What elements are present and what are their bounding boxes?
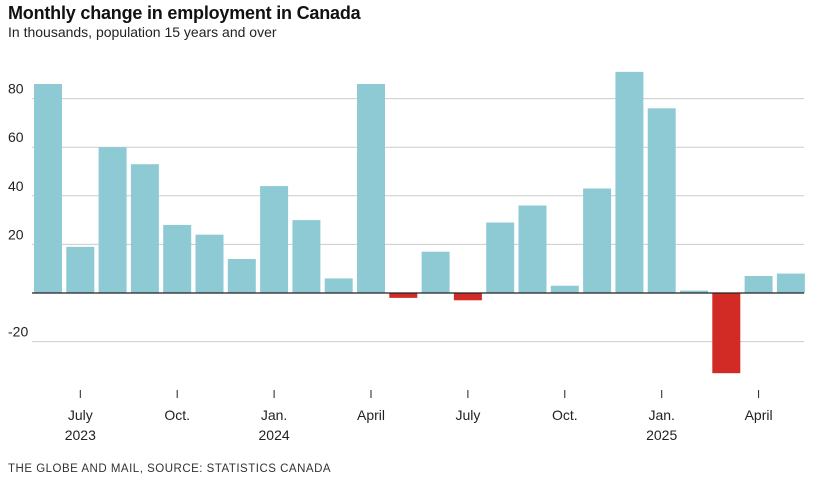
bar-2025-02 <box>680 290 708 293</box>
bar-2025-04 <box>744 275 773 293</box>
y-tick-label: 60 <box>8 129 24 145</box>
bar-2024-08 <box>486 222 515 293</box>
bar-2024-02 <box>292 220 321 293</box>
x-axis: July 2023 Oct. Jan. 2024 April July Oct. Jan. 202… <box>32 292 804 443</box>
y-tick-label: 40 <box>8 178 24 194</box>
x-tick-label: April <box>357 407 385 423</box>
bar-2023-07 <box>66 246 95 293</box>
x-tick-label: Jan. <box>261 407 287 423</box>
chart-title: Monthly change in employment in Canada <box>8 3 361 23</box>
bar-2023-12 <box>227 258 256 293</box>
bar-2025-05 <box>776 273 805 293</box>
x-tick-year-label: 2025 <box>646 427 677 443</box>
bar-2023-08 <box>98 147 127 293</box>
y-tick-label: -20 <box>8 324 28 340</box>
bar-2024-01 <box>260 186 289 293</box>
x-tick-year-label: 2023 <box>65 427 96 443</box>
chart-subtitle: In thousands, population 15 years and ov… <box>8 24 277 40</box>
bar-2024-03 <box>324 278 353 293</box>
x-tick-label: Jan. <box>648 407 674 423</box>
y-tick-label: 80 <box>8 81 24 97</box>
x-tick-label: Oct. <box>552 407 578 423</box>
bar-2023-06 <box>34 84 62 294</box>
bar-2025-03 <box>712 293 741 374</box>
source-credit: THE GLOBE AND MAIL, SOURCE: STATISTICS C… <box>8 463 332 475</box>
y-tick-label: 20 <box>8 226 24 242</box>
bar-2024-09 <box>518 205 547 293</box>
bar-2025-01 <box>647 108 676 293</box>
x-tick-label: April <box>745 407 773 423</box>
x-tick-label: July <box>455 407 480 423</box>
bar-2024-05 <box>389 293 418 298</box>
bar-2024-11 <box>583 188 612 293</box>
bar-2024-06 <box>421 251 450 293</box>
bar-2024-07 <box>453 293 482 301</box>
bar-2023-10 <box>163 224 192 293</box>
y-axis-labels: -20 20 40 60 80 <box>8 81 28 340</box>
bar-2023-09 <box>130 164 159 293</box>
x-tick-year-label: 2024 <box>259 427 290 443</box>
x-tick-label: Oct. <box>164 407 190 423</box>
bars <box>34 71 805 374</box>
x-tick-label: July <box>68 407 93 423</box>
bar-2024-12 <box>615 71 644 294</box>
bar-2023-11 <box>195 234 224 293</box>
bar-2024-10 <box>550 285 579 293</box>
bar-2024-04 <box>357 84 385 294</box>
